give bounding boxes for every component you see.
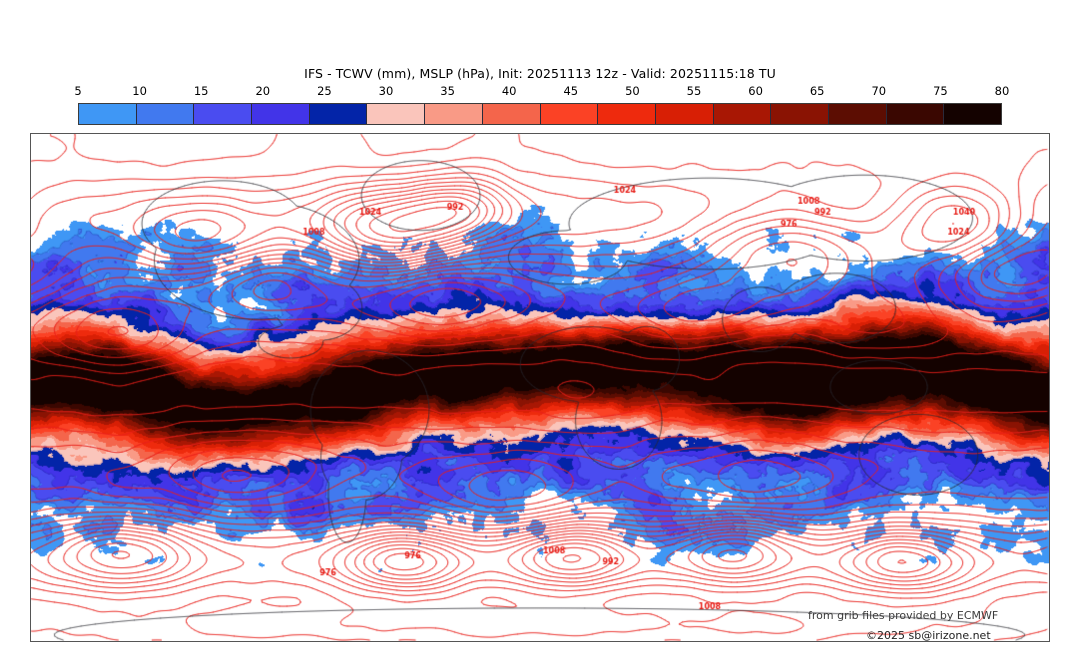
colorbar-swatch bbox=[425, 104, 483, 124]
colorbar-swatch bbox=[771, 104, 829, 124]
colorbar-tick-10: 10 bbox=[132, 84, 147, 98]
colorbar-tick-30: 30 bbox=[378, 84, 394, 98]
colorbar-swatch bbox=[482, 104, 541, 124]
colorbar-tick-25: 25 bbox=[317, 84, 332, 98]
colorbar-swatch bbox=[79, 104, 137, 124]
colorbar-swatch bbox=[886, 104, 945, 124]
colorbar-swatch bbox=[252, 104, 310, 124]
copyright-attribution: ©2025 sb@irizone.net bbox=[866, 629, 991, 642]
colorbar-tick-40: 40 bbox=[501, 84, 517, 98]
colorbar-tick-labels: 5 10 15 20 25 30 35 40 45 50 55 60 65 70 75 80 bbox=[74, 84, 1009, 100]
colorbar-tick-75: 75 bbox=[933, 84, 948, 98]
colorbar-tick-20: 20 bbox=[255, 84, 271, 98]
tcwv-mslp-map bbox=[31, 134, 1049, 641]
colorbar-tick-55: 55 bbox=[686, 84, 702, 98]
colorbar-swatch bbox=[367, 104, 426, 124]
map-plot-area bbox=[30, 133, 1050, 642]
colorbar-swatch bbox=[136, 104, 195, 124]
colorbar-tick-5: 5 bbox=[74, 84, 82, 98]
colorbar-swatch bbox=[598, 104, 656, 124]
colorbar-tick-15: 15 bbox=[193, 84, 209, 98]
colorbar-swatch bbox=[540, 104, 599, 124]
colorbar-swatch bbox=[309, 104, 368, 124]
colorbar-tick-35: 35 bbox=[440, 84, 455, 98]
colorbar-tick-80: 80 bbox=[994, 84, 1010, 98]
colorbar-tick-50: 50 bbox=[625, 84, 640, 98]
colorbar-swatch bbox=[828, 104, 887, 124]
colorbar-tick-45: 45 bbox=[563, 84, 579, 98]
colorbar-swatch bbox=[713, 104, 772, 124]
colorbar-swatch bbox=[944, 104, 1001, 124]
colorbar-swatches bbox=[78, 103, 1002, 125]
colorbar-swatch bbox=[655, 104, 714, 124]
colorbar-tick-70: 70 bbox=[871, 84, 887, 98]
colorbar-swatch bbox=[194, 104, 253, 124]
colorbar bbox=[78, 103, 1002, 125]
data-source-attribution: from grib files provided by ECMWF bbox=[808, 609, 999, 622]
colorbar-tick-65: 65 bbox=[809, 84, 825, 98]
page-title: IFS - TCWV (mm), MSLP (hPa), Init: 20251… bbox=[304, 66, 776, 81]
colorbar-tick-60: 60 bbox=[748, 84, 763, 98]
